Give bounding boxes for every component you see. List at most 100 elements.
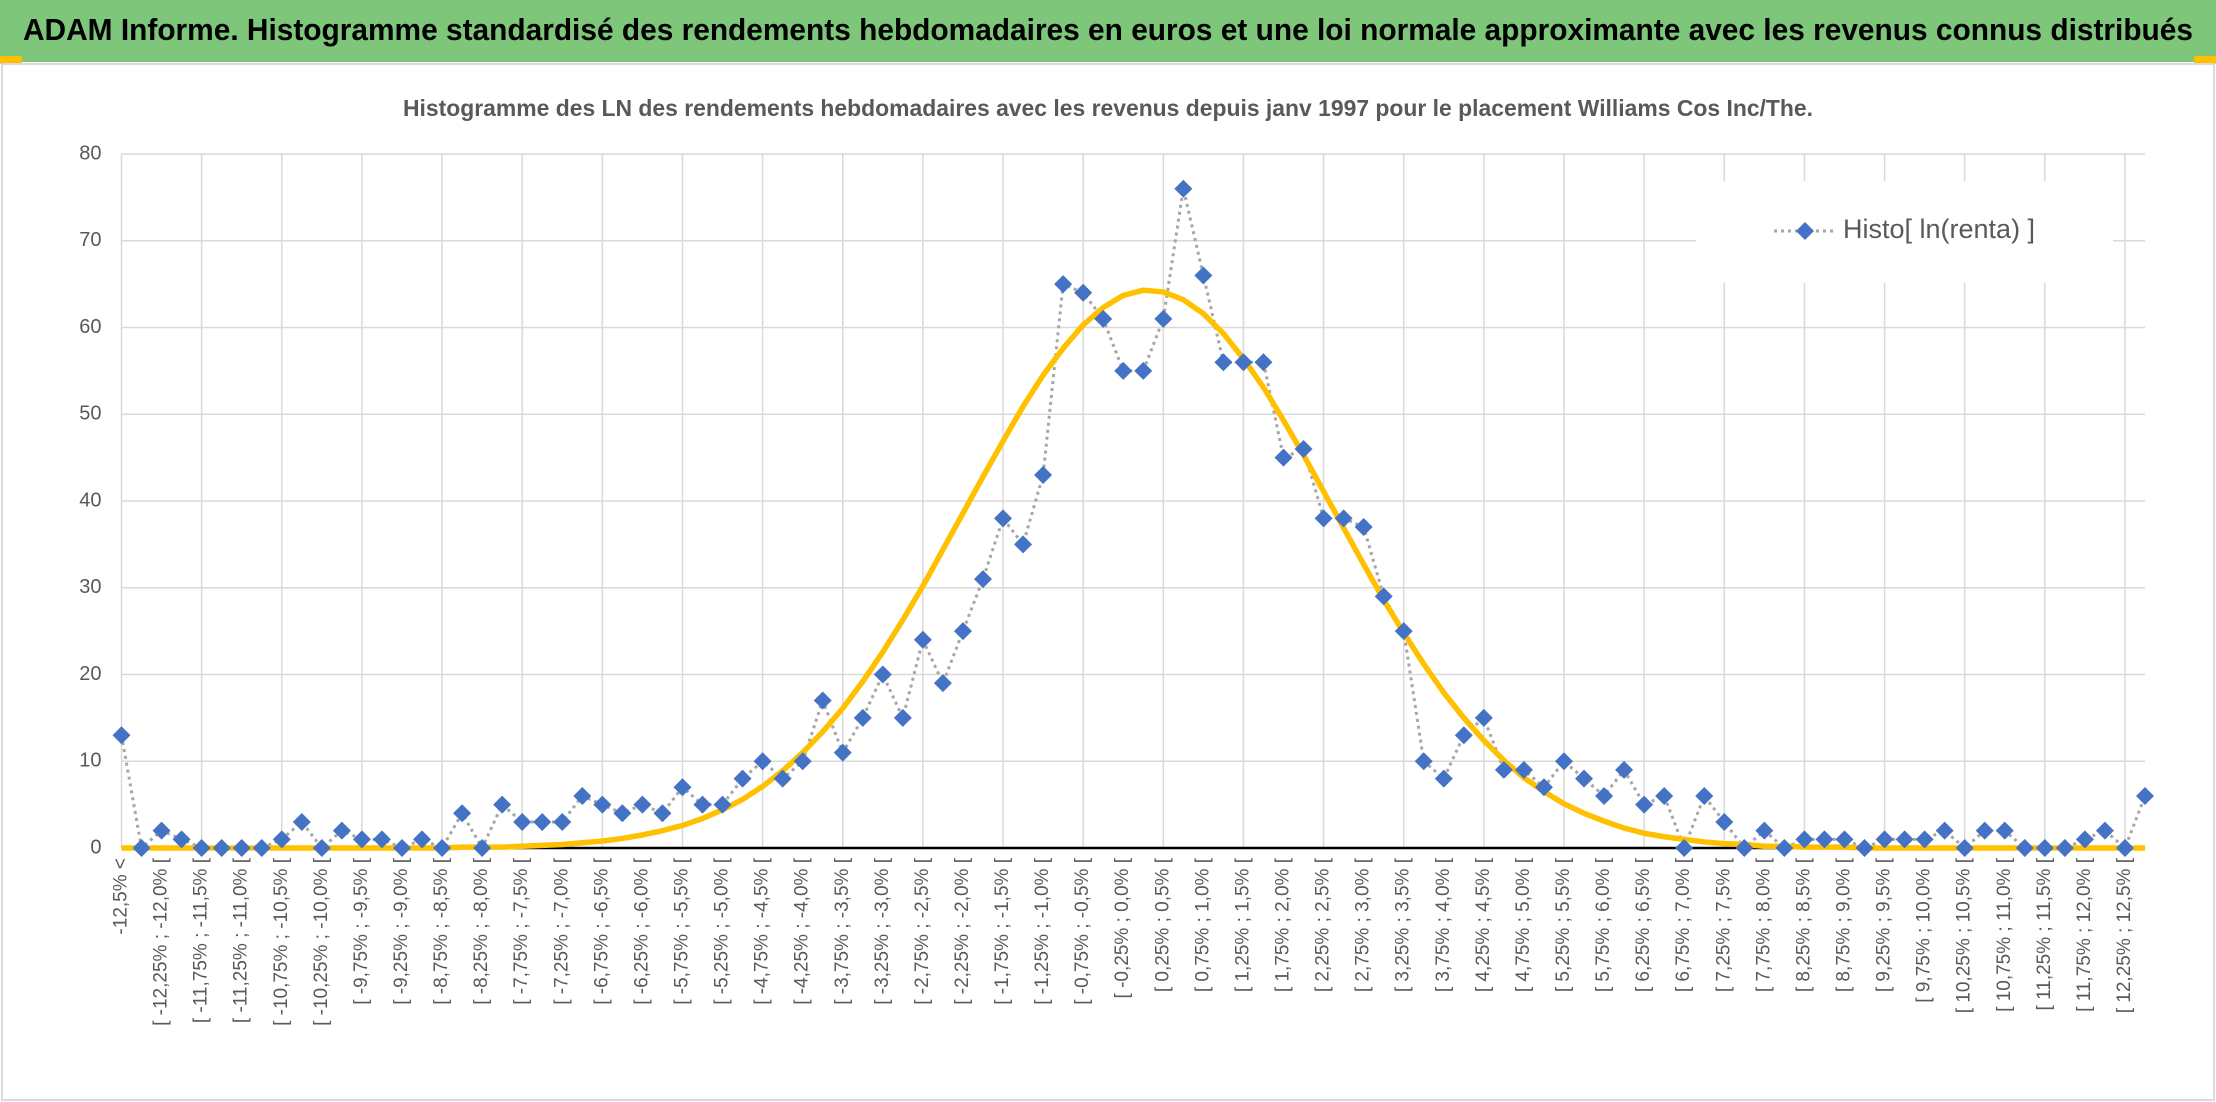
data-point <box>1354 518 1373 537</box>
x-tick-label: [ 3,25% ; 3,5% [ <box>1393 857 1414 992</box>
x-tick-label: [ 12,25% ; 12,5% [ <box>2114 857 2135 1013</box>
data-point <box>1234 353 1253 372</box>
x-tick-label: [ 10,75% ; 11,0% [ <box>1994 857 2015 1012</box>
y-tick-label: 0 <box>90 836 101 858</box>
data-point <box>1294 439 1313 458</box>
x-tick-label: [ -0,25% ; 0,0% [ <box>1112 857 1133 998</box>
data-point <box>1094 309 1113 328</box>
x-tick-label: [ 6,25% ; 6,5% [ <box>1633 857 1654 992</box>
x-tick-label: [ 9,25% ; 9,5% [ <box>1874 857 1895 992</box>
x-tick-label: [ -6,25% ; -6,0% [ <box>631 857 652 1005</box>
data-point <box>453 804 472 823</box>
data-point <box>913 630 932 649</box>
x-tick-label: [ -12,25% ; -12,0% [ <box>151 857 172 1026</box>
data-point <box>172 830 191 849</box>
legend-label: Histo[ ln(renta) ] <box>1843 214 2035 244</box>
data-point <box>1895 830 1914 849</box>
x-tick-label: [ 9,75% ; 10,0% [ <box>1914 857 1935 1002</box>
x-tick-label: [ 7,75% ; 8,0% [ <box>1753 857 1774 992</box>
y-tick-label: 80 <box>79 142 101 164</box>
corner-stripe <box>2194 56 2216 64</box>
x-tick-label: [ 8,25% ; 8,5% [ <box>1793 857 1814 992</box>
x-tick-label: [ 3,75% ; 4,0% [ <box>1433 857 1454 992</box>
data-point <box>793 752 812 771</box>
data-point <box>673 778 692 797</box>
data-point <box>613 804 632 823</box>
data-point <box>1755 821 1774 840</box>
data-point <box>1534 778 1553 797</box>
x-tick-label: [ -0,75% ; -0,5% [ <box>1072 857 1093 1005</box>
data-point <box>1054 275 1073 294</box>
x-tick-label: [ -1,25% ; -1,0% [ <box>1032 857 1053 1005</box>
data-point <box>1935 821 1954 840</box>
data-point <box>773 769 792 788</box>
data-point <box>2035 839 2054 857</box>
data-point <box>132 839 151 857</box>
data-point <box>1635 795 1654 814</box>
data-point <box>633 795 652 814</box>
data-point <box>493 795 512 814</box>
data-point <box>893 708 912 727</box>
data-point <box>853 708 872 727</box>
data-point <box>473 839 492 857</box>
x-tick-label: [ 1,75% ; 2,0% [ <box>1273 857 1294 992</box>
data-point <box>994 509 1013 528</box>
x-tick-label: [ -5,25% ; -5,0% [ <box>712 857 733 1005</box>
x-tick-label: [ -11,25% ; -11,0% [ <box>231 857 252 1023</box>
x-tick-label: [ -2,75% ; -2,5% [ <box>912 857 933 1005</box>
x-tick-label: [ -8,75% ; -8,5% [ <box>431 857 452 1005</box>
data-point <box>1655 786 1674 805</box>
data-point <box>1975 821 1994 840</box>
y-tick-label: 50 <box>79 403 101 425</box>
data-point <box>152 821 171 840</box>
y-tick-label: 10 <box>79 750 101 772</box>
data-point <box>1595 786 1614 805</box>
data-point <box>332 821 351 840</box>
data-point <box>1514 760 1533 779</box>
x-tick-label: [ 10,25% ; 10,5% [ <box>1954 857 1975 1013</box>
x-tick-label: [ -10,25% ; -10,0% [ <box>311 857 332 1026</box>
x-tick-label: [ 2,75% ; 3,0% [ <box>1353 857 1374 992</box>
data-point <box>2055 839 2074 857</box>
data-point <box>2115 839 2134 857</box>
data-point <box>2075 830 2094 849</box>
data-point <box>1314 509 1333 528</box>
data-point <box>1254 353 1273 372</box>
x-tick-label: [ -1,75% ; -1,5% [ <box>992 857 1013 1005</box>
data-point <box>1214 353 1233 372</box>
legend-box <box>1696 181 2113 283</box>
data-point <box>1434 769 1453 788</box>
data-point <box>2136 786 2154 805</box>
data-point <box>1494 760 1513 779</box>
corner-stripe <box>0 56 22 64</box>
data-point <box>933 674 952 693</box>
data-point <box>292 812 311 831</box>
data-point <box>873 665 892 684</box>
data-point <box>1194 266 1213 285</box>
data-point <box>1334 509 1353 528</box>
series-line <box>121 287 2145 851</box>
data-point <box>1074 283 1093 302</box>
data-point <box>953 622 972 641</box>
data-point <box>252 839 271 857</box>
data-point <box>1615 760 1634 779</box>
data-point <box>1875 830 1894 849</box>
x-tick-label: [ -8,25% ; -8,0% [ <box>471 857 492 1005</box>
data-point <box>1675 839 1694 857</box>
data-point <box>653 804 672 823</box>
data-point <box>1855 839 1874 857</box>
x-tick-label: [ -10,75% ; -10,5% [ <box>271 857 292 1026</box>
data-point <box>1554 752 1573 771</box>
data-point <box>2015 839 2034 857</box>
data-point <box>1795 830 1814 849</box>
x-tick-label: [ 0,25% ; 0,5% [ <box>1152 857 1173 992</box>
data-point <box>392 839 411 857</box>
data-point <box>232 839 251 857</box>
data-point <box>1114 361 1133 380</box>
x-tick-label: [ 4,75% ; 5,0% [ <box>1513 857 1534 992</box>
x-tick-label: [ -11,75% ; -11,5% [ <box>191 857 212 1023</box>
data-point <box>433 839 452 857</box>
data-point <box>813 691 832 710</box>
data-point <box>372 830 391 849</box>
